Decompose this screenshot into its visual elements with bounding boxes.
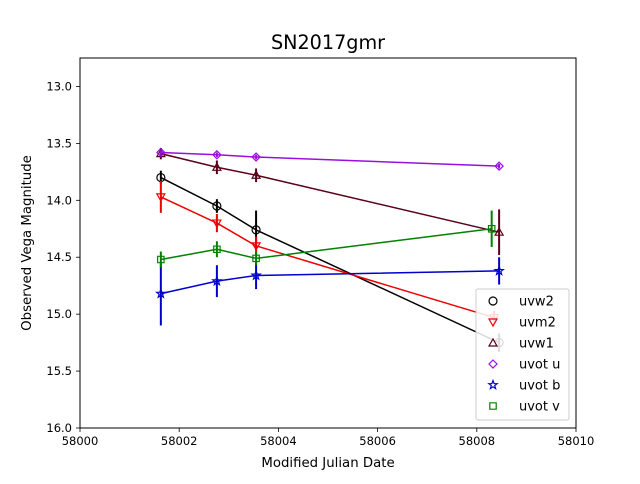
y-tick-label: 15.5 bbox=[46, 364, 72, 378]
series-line-uvw2 bbox=[160, 176, 500, 344]
data-point-uvw1 bbox=[494, 226, 505, 236]
data-point-uvw1 bbox=[211, 162, 222, 171]
legend-marker-uvw2 bbox=[488, 296, 498, 306]
y-tick-label: 15.0 bbox=[46, 307, 72, 321]
plot-area-frame bbox=[79, 57, 577, 429]
legend-marker-uvw1 bbox=[487, 337, 499, 347]
y-axis-label: Observed Vega Magnitude bbox=[20, 155, 35, 331]
series-uvot-v bbox=[157, 210, 496, 268]
legend: uvw2 uvm2 uvw1 uvot u uvot b uvot v bbox=[475, 288, 570, 421]
legend-label-uvm2: uvm2 bbox=[519, 316, 556, 331]
series-line-uvot-b bbox=[160, 270, 500, 295]
data-point-uvot-u bbox=[155, 147, 166, 158]
x-axis-label: Modified Julian Date bbox=[261, 456, 394, 471]
legend-label-uvot-u: uvot u bbox=[519, 358, 560, 373]
x-tick-label: 58008 bbox=[459, 434, 496, 448]
data-point-uvm2 bbox=[155, 193, 166, 203]
x-tick-label: 58006 bbox=[359, 434, 396, 448]
series-uvot-u bbox=[155, 147, 504, 172]
data-point-uvot-v bbox=[157, 255, 165, 264]
y-axis-ticks: 13.0 13.5 14.0 14.5 15.0 15.5 16.0 bbox=[46, 79, 80, 435]
series-line-uvw1 bbox=[160, 152, 500, 233]
data-point-uvot-b bbox=[493, 264, 505, 276]
y-tick-label: 14.5 bbox=[46, 250, 72, 264]
series-line-uvot-v bbox=[160, 228, 492, 261]
legend-label-uvot-b: uvot b bbox=[519, 379, 560, 394]
data-point-uvot-v bbox=[487, 224, 496, 233]
series-layer bbox=[154, 147, 505, 352]
data-point-uvot-v bbox=[213, 245, 221, 254]
x-axis-ticks: 58000 58002 58004 58006 58008 58010 bbox=[62, 428, 595, 448]
legend-marker-uvot-v bbox=[489, 402, 497, 410]
legend-marker-uvm2 bbox=[487, 318, 499, 328]
y-tick-label: 16.0 bbox=[46, 421, 72, 435]
series-uvot-b bbox=[154, 257, 505, 326]
data-point-uvot-u bbox=[251, 152, 261, 162]
data-point-uvw2 bbox=[212, 201, 222, 211]
data-point-uvot-b bbox=[211, 274, 223, 287]
data-point-uvot-u bbox=[494, 161, 504, 172]
data-point-uvw2 bbox=[251, 225, 261, 235]
y-tick-label: 14.0 bbox=[46, 193, 72, 207]
data-point-uvm2 bbox=[251, 242, 262, 252]
x-tick-label: 58010 bbox=[558, 434, 595, 448]
y-tick-label: 13.0 bbox=[46, 79, 72, 93]
legend-marker-uvot-u bbox=[488, 359, 498, 369]
x-tick-label: 58002 bbox=[161, 434, 198, 448]
data-point-uvot-b bbox=[154, 287, 167, 299]
chart-title: SN2017gmr bbox=[271, 31, 385, 54]
data-point-uvot-b bbox=[250, 269, 262, 281]
series-line-uvot-u bbox=[160, 151, 500, 167]
data-point-uvw1 bbox=[251, 170, 262, 179]
legend-label-uvw1: uvw1 bbox=[519, 337, 554, 352]
y-tick-label: 13.5 bbox=[46, 136, 72, 150]
data-point-uvot-v bbox=[252, 254, 260, 263]
legend-marker-uvot-b bbox=[487, 378, 499, 390]
series-line-uvm2 bbox=[160, 196, 495, 319]
legend-label-uvot-v: uvot v bbox=[519, 400, 560, 415]
series-uvw1 bbox=[155, 147, 505, 255]
data-point-uvm2 bbox=[211, 219, 222, 229]
x-tick-label: 58000 bbox=[62, 434, 99, 448]
legend-label-uvw2: uvw2 bbox=[519, 295, 554, 310]
data-point-uvot-u bbox=[212, 149, 222, 160]
x-tick-label: 58004 bbox=[260, 434, 297, 448]
legend-box bbox=[475, 288, 570, 421]
